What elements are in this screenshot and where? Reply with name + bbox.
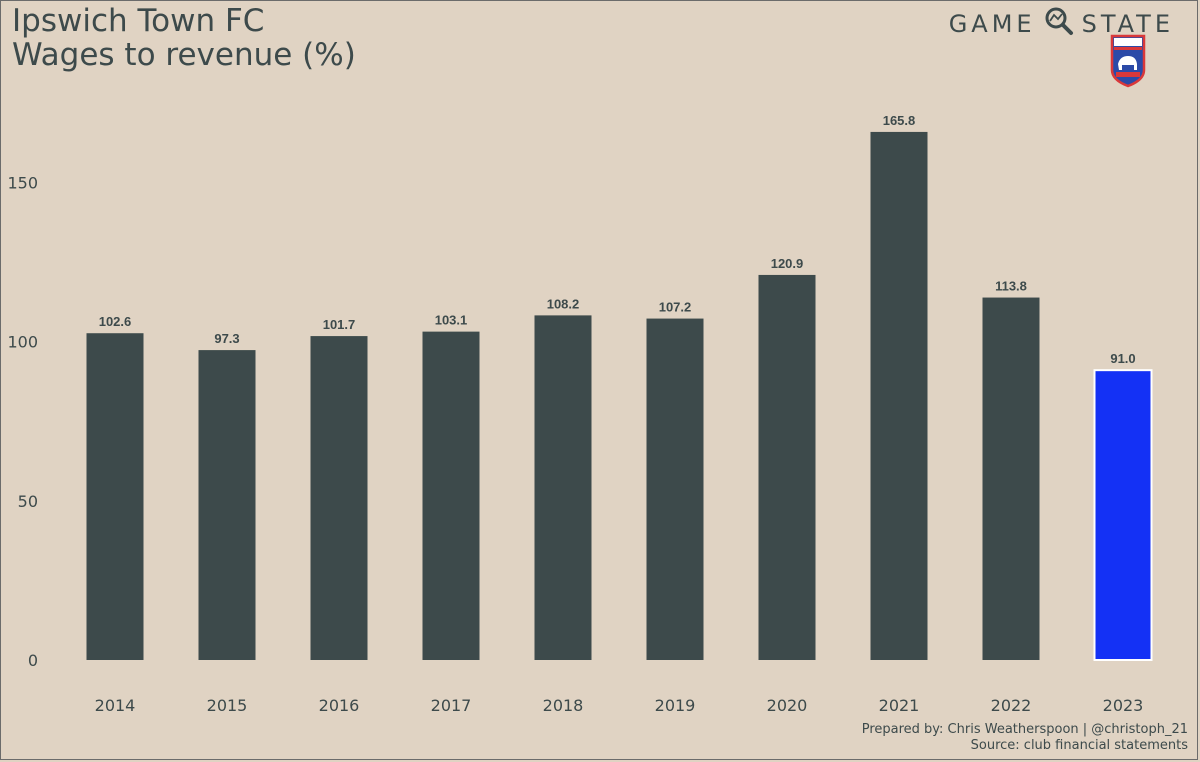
data-label-2018: 108.2: [547, 296, 580, 311]
footer-credit: Prepared by: Chris Weatherspoon | @chris…: [861, 722, 1188, 737]
data-label-2016: 101.7: [323, 317, 356, 332]
bar-2021: [870, 131, 928, 660]
brand-text-left: GAME: [948, 10, 1036, 38]
title-line-2: Wages to revenue (%): [12, 37, 356, 73]
data-label-2022: 113.8: [995, 279, 1027, 294]
x-tick-label-2021: 2021: [879, 696, 920, 715]
x-tick-label-2015: 2015: [207, 696, 248, 715]
chart-title: Ipswich Town FC Wages to revenue (%): [12, 4, 356, 72]
bar-2020: [758, 274, 816, 660]
bar-2015: [198, 350, 256, 660]
game-state-logo: GAME STATE: [949, 6, 1174, 42]
bars: [86, 131, 1153, 661]
footer-source: Source: club financial statements: [970, 738, 1188, 753]
x-tick-label-2019: 2019: [655, 696, 696, 715]
y-tick-label: 100: [7, 333, 38, 352]
bar-2016: [310, 336, 368, 660]
data-label-2015: 97.3: [214, 331, 239, 346]
y-tick-label: 0: [28, 651, 38, 670]
magnifier-icon: [1044, 6, 1074, 42]
bar-2017: [422, 331, 480, 660]
x-tick-label-2014: 2014: [95, 696, 136, 715]
bar-2014: [86, 333, 144, 660]
data-label-2014: 102.6: [99, 314, 132, 329]
x-tick-label-2020: 2020: [767, 696, 808, 715]
data-label-2023: 91.0: [1110, 351, 1135, 366]
x-tick-label-2018: 2018: [543, 696, 584, 715]
x-tick-label-2016: 2016: [319, 696, 360, 715]
x-tick-label-2022: 2022: [991, 696, 1032, 715]
y-tick-label: 50: [18, 492, 38, 511]
bar-2022: [982, 297, 1040, 660]
data-label-2021: 165.8: [883, 113, 916, 128]
ipswich-town-crest-icon: [1110, 34, 1146, 92]
y-tick-label: 150: [7, 173, 38, 192]
data-label-2019: 107.2: [659, 300, 692, 315]
title-line-1: Ipswich Town FC: [12, 3, 265, 39]
data-label-2017: 103.1: [435, 313, 468, 328]
bar-2019: [646, 318, 704, 660]
data-labels: 102.6 97.3 101.7 103.1 108.2 107.2 120.9 165.8 1…: [99, 113, 1136, 366]
data-label-2020: 120.9: [771, 256, 804, 271]
brand-text-right: STATE: [1081, 10, 1174, 38]
x-tick-label-2017: 2017: [431, 696, 472, 715]
y-axis-ticks: 0 50 100 150: [7, 173, 38, 670]
bar-2023: [1093, 369, 1153, 661]
bar-2018: [534, 315, 592, 660]
footer: Prepared by: Chris Weatherspoon | @chris…: [862, 722, 1188, 754]
x-tick-label-2023: 2023: [1103, 696, 1144, 715]
x-axis-ticks: 2014 2015 2016 2017 2018 2019 2020 2021 2022 2023: [95, 696, 1144, 715]
